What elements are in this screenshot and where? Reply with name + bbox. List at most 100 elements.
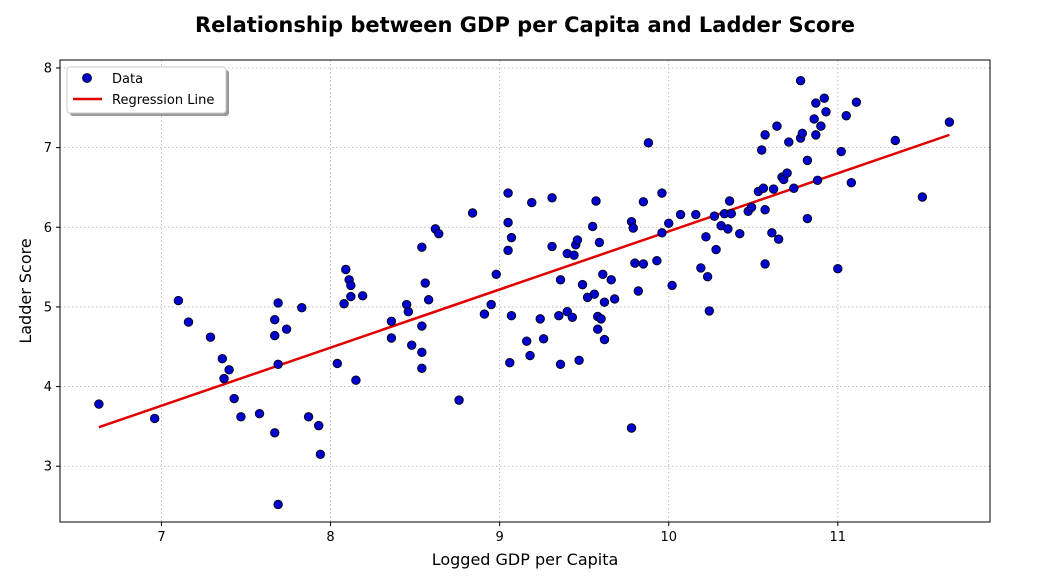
x-tick-label: 9 xyxy=(495,530,503,545)
data-point xyxy=(173,295,184,306)
data-point xyxy=(812,175,823,185)
data-point xyxy=(599,334,610,345)
data-point xyxy=(596,314,606,324)
data-point xyxy=(270,314,280,325)
data-point xyxy=(547,241,557,252)
data-point xyxy=(819,93,829,103)
data-point xyxy=(833,263,843,274)
grid-lines xyxy=(60,60,990,522)
data-point xyxy=(598,269,608,279)
data-point xyxy=(491,269,501,279)
data-point xyxy=(599,297,610,307)
data-point xyxy=(332,358,343,369)
data-point xyxy=(254,408,265,419)
data-point xyxy=(503,188,513,198)
data-point xyxy=(572,235,583,245)
data-point xyxy=(417,347,427,358)
data-point xyxy=(643,138,654,148)
data-point xyxy=(454,395,464,405)
data-point xyxy=(724,196,735,206)
data-point xyxy=(574,355,584,366)
data-point xyxy=(657,228,667,238)
y-axis-label: Ladder Score xyxy=(16,238,35,343)
data-point xyxy=(802,155,813,166)
data-point xyxy=(782,168,792,178)
data-point xyxy=(589,289,600,299)
data-point xyxy=(652,256,662,266)
data-point xyxy=(797,128,808,138)
data-point xyxy=(270,428,280,438)
data-point xyxy=(675,209,686,220)
legend-box xyxy=(66,66,227,114)
data-point xyxy=(709,211,720,221)
data-point xyxy=(525,350,535,361)
data-point xyxy=(567,312,578,322)
data-point xyxy=(726,209,736,219)
y-tick-label: 5 xyxy=(44,300,52,315)
data-point xyxy=(609,294,620,304)
data-point xyxy=(217,354,228,364)
data-point xyxy=(664,218,674,228)
x-tick-label: 11 xyxy=(830,530,847,545)
data-point xyxy=(403,307,414,317)
plot-frame xyxy=(59,59,991,523)
data-point xyxy=(760,130,770,140)
data-point xyxy=(554,310,564,321)
data-point xyxy=(811,130,821,140)
x-tick-label: 8 xyxy=(326,530,334,545)
data-point xyxy=(760,259,770,269)
data-point xyxy=(630,258,640,268)
data-point xyxy=(281,324,292,334)
data-point xyxy=(273,499,283,510)
y-tick-label: 7 xyxy=(44,141,52,156)
data-point xyxy=(346,291,356,302)
data-point xyxy=(506,232,517,243)
data-point xyxy=(746,202,757,213)
data-point xyxy=(638,259,649,269)
data-point xyxy=(711,244,721,255)
y-axis-ticks: 3 4 5 6 7 8 xyxy=(44,61,60,475)
data-point xyxy=(505,357,515,368)
data-point xyxy=(467,208,478,218)
data-point xyxy=(628,223,638,233)
data-point xyxy=(773,234,784,244)
x-axis-label: Logged GDP per Capita xyxy=(432,550,619,569)
data-point xyxy=(503,245,513,256)
data-point xyxy=(521,336,532,346)
data-point xyxy=(757,145,767,155)
data-point xyxy=(297,303,307,313)
data-point xyxy=(633,286,643,296)
data-point xyxy=(386,333,397,343)
data-point xyxy=(434,228,444,239)
data-point xyxy=(593,324,603,334)
data-point xyxy=(767,228,777,238)
data-point xyxy=(789,183,799,193)
data-point xyxy=(555,275,566,285)
regression-layer xyxy=(98,133,950,429)
data-point xyxy=(420,278,430,288)
data-point xyxy=(351,375,361,385)
y-tick-label: 3 xyxy=(44,460,52,475)
data-point xyxy=(667,280,677,291)
legend: Data Regression Line xyxy=(66,66,229,116)
data-point xyxy=(538,334,549,344)
data-point xyxy=(236,412,246,422)
data-point xyxy=(784,137,794,147)
data-point xyxy=(890,135,901,146)
data-point xyxy=(357,291,368,301)
data-point xyxy=(591,196,601,206)
data-point xyxy=(802,213,813,224)
legend-marker-data xyxy=(82,73,92,83)
data-point xyxy=(768,184,779,194)
data-point xyxy=(270,330,280,341)
data-point xyxy=(594,237,605,248)
data-point xyxy=(809,114,819,124)
data-point xyxy=(704,306,715,316)
data-point xyxy=(303,412,314,422)
data-point xyxy=(702,271,713,282)
data-point xyxy=(149,413,160,424)
data-point xyxy=(795,76,806,86)
data-point xyxy=(846,177,857,188)
